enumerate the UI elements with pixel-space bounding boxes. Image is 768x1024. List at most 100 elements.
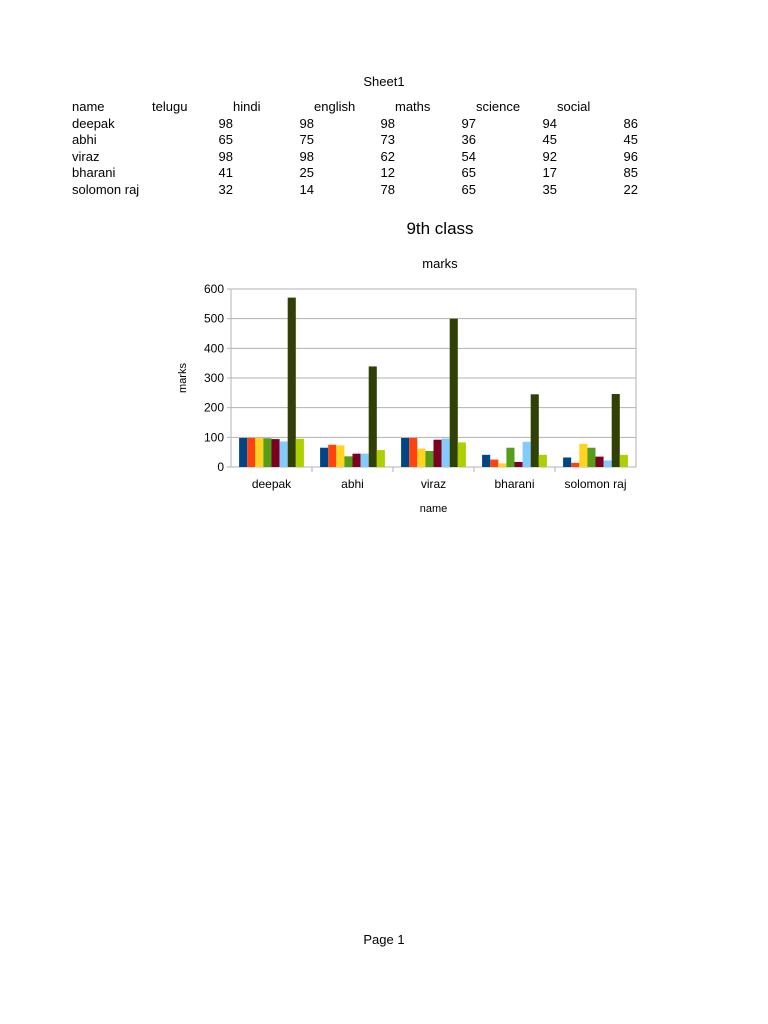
bar	[457, 442, 466, 467]
bar	[409, 437, 418, 467]
row-value-cell: 98	[380, 115, 395, 131]
y-tick-label: 500	[204, 312, 224, 326]
row-value-cell: 54	[461, 148, 476, 164]
row-value-cell: 25	[299, 165, 314, 181]
y-tick-label: 400	[204, 341, 224, 355]
header-cell-social: social	[557, 99, 591, 114]
row-value-cell: 45	[542, 132, 557, 148]
header-cell-english: english	[314, 99, 356, 114]
row-value-cell: 32	[218, 181, 233, 197]
header-cell-name: name	[72, 99, 105, 114]
row-value-cell: 14	[299, 181, 314, 197]
bar	[482, 454, 491, 467]
row-name-cell: bharani	[72, 165, 116, 181]
bar	[401, 437, 410, 467]
header-cell-maths: maths	[395, 99, 431, 114]
row-name-cell: solomon raj	[72, 181, 140, 197]
bar	[441, 438, 450, 467]
table-row: solomon raj 32 14 78 65 35 22	[72, 182, 638, 199]
row-value-cell: 45	[623, 132, 638, 148]
table-row: viraz 98 98 62 54 92 96	[72, 149, 638, 166]
row-value-cell: 98	[218, 115, 233, 131]
bar-chart: 0 100 200 300 400 500 600 deepak abhi viraz bharan…	[177, 282, 637, 515]
bar	[352, 453, 361, 467]
bar	[360, 453, 369, 467]
table-row: abhi 65 75 73 36 45 45	[72, 132, 638, 149]
bar	[579, 443, 588, 467]
row-value-cell: 22	[623, 181, 638, 197]
y-tick-label: 300	[204, 371, 224, 385]
y-tick-label: 600	[204, 282, 224, 296]
row-value-cell: 96	[623, 148, 638, 164]
bar	[287, 297, 296, 467]
chart-container: 9th class marks 0 100 200 300 400 500 600 deepa…	[0, 210, 768, 530]
bar	[506, 447, 515, 467]
row-value-cell: 17	[542, 165, 557, 181]
y-tick-label: 0	[217, 460, 224, 474]
bar	[239, 437, 248, 467]
bar	[328, 444, 337, 467]
x-category-label: abhi	[341, 477, 364, 491]
bar	[619, 454, 628, 467]
bar	[563, 457, 572, 467]
bar	[425, 450, 434, 467]
header-cell-science: science	[476, 99, 521, 114]
row-value-cell: 65	[461, 165, 476, 181]
bar	[603, 460, 612, 467]
row-value-cell: 98	[299, 148, 314, 164]
row-value-cell: 92	[542, 148, 557, 164]
row-value-cell: 97	[461, 115, 476, 131]
x-category-label: bharani	[494, 477, 534, 491]
bar	[368, 366, 377, 467]
bar	[320, 447, 329, 467]
bar	[490, 459, 499, 467]
bar	[587, 447, 596, 467]
row-value-cell: 78	[380, 181, 395, 197]
row-value-cell: 73	[380, 132, 395, 148]
chart-subtitle: marks	[422, 256, 458, 271]
bar	[336, 445, 345, 467]
sheet-title: Sheet1	[363, 74, 405, 89]
bar	[522, 441, 531, 467]
bar	[571, 462, 580, 467]
bar	[376, 450, 385, 467]
row-value-cell: 36	[461, 132, 476, 148]
row-value-cell: 75	[299, 132, 314, 148]
row-value-cell: 41	[218, 165, 233, 181]
row-value-cell: 12	[380, 165, 395, 181]
y-axis-title: marks	[177, 363, 189, 393]
header-cell-telugu: telugu	[152, 99, 188, 114]
table-header-row: name telugu hindi english maths science …	[72, 99, 638, 116]
bar	[449, 318, 458, 467]
x-category-label: solomon raj	[564, 477, 626, 491]
y-tick-label: 100	[204, 430, 224, 444]
row-value-cell: 35	[542, 181, 557, 197]
row-value-cell: 98	[299, 115, 314, 131]
bar	[255, 437, 264, 467]
header-cell-hindi: hindi	[233, 99, 261, 114]
bar	[271, 439, 280, 467]
row-value-cell: 85	[623, 165, 638, 181]
table-row: deepak 98 98 98 97 94 86	[72, 116, 638, 133]
bar	[538, 454, 547, 467]
bar	[247, 437, 256, 467]
page-number: Page 1	[363, 932, 405, 947]
table-row: bharani 41 25 12 65 17 85	[72, 165, 638, 182]
chart-title: 9th class	[406, 219, 474, 238]
x-axis-title: name	[420, 503, 448, 515]
row-name-cell: deepak	[72, 115, 115, 131]
bar	[498, 463, 507, 467]
bar	[595, 456, 604, 467]
data-table: name telugu hindi english maths science …	[72, 99, 638, 199]
x-category-label: viraz	[421, 477, 446, 491]
bar	[279, 441, 288, 467]
row-value-cell: 65	[461, 181, 476, 197]
x-category-label: deepak	[252, 477, 292, 491]
row-value-cell: 94	[542, 115, 557, 131]
bar	[514, 461, 523, 467]
row-value-cell: 65	[218, 132, 233, 148]
bar	[530, 394, 539, 467]
bar	[263, 438, 272, 467]
row-value-cell: 98	[218, 148, 233, 164]
bar	[611, 394, 620, 467]
